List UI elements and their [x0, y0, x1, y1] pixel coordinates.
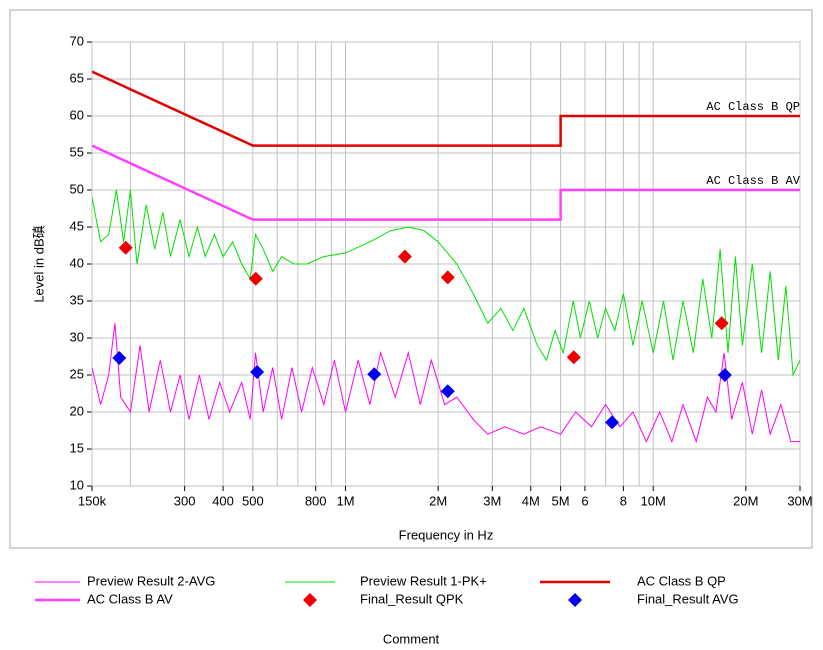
limit-label: AC Class B QP [706, 100, 800, 114]
y-tick-label: 30 [70, 329, 84, 344]
x-tick-label: 6 [581, 493, 588, 508]
y-tick-label: 45 [70, 218, 84, 233]
x-tick-label: 150k [78, 493, 107, 508]
x-tick-label: 30M [787, 493, 812, 508]
marker [248, 271, 263, 286]
legend-symbol [568, 593, 582, 607]
y-tick-label: 50 [70, 181, 84, 196]
x-tick-label: 800 [305, 493, 327, 508]
y-axis-label: Level in dB磌 [31, 225, 46, 302]
marker [440, 270, 455, 285]
comment: Comment [383, 631, 440, 646]
y-tick-label: 10 [70, 477, 84, 492]
x-tick-label: 1M [336, 493, 354, 508]
y-tick-label: 70 [70, 33, 84, 48]
marker [717, 368, 732, 382]
y-tick-label: 40 [70, 255, 84, 270]
marker [112, 350, 127, 365]
y-tick-label: 25 [70, 366, 84, 381]
y-tick-label: 20 [70, 403, 84, 418]
x-tick-label: 2M [429, 493, 447, 508]
marker [367, 367, 382, 382]
chart-frame [9, 9, 813, 549]
y-tick-label: 60 [70, 107, 84, 122]
x-tick-label: 4M [522, 493, 540, 508]
trace [92, 189, 800, 377]
y-tick-label: 35 [70, 292, 84, 307]
marker [250, 365, 265, 380]
marker [605, 415, 620, 430]
x-tick-label: 10M [641, 493, 666, 508]
trace [92, 70, 800, 147]
limit-label: AC Class B AV [706, 174, 800, 188]
y-tick-label: 55 [70, 144, 84, 159]
marker [566, 350, 581, 365]
legend-label: AC Class B AV [87, 591, 173, 606]
legend-label: AC Class B QP [637, 573, 726, 588]
x-tick-label: 8 [620, 493, 627, 508]
x-tick-label: 20M [733, 493, 758, 508]
x-tick-label: 3M [483, 493, 501, 508]
x-tick-label: 500 [242, 493, 264, 508]
legend-label: Preview Result 2-AVG [87, 573, 215, 588]
x-tick-label: 5M [552, 493, 570, 508]
marker [714, 316, 729, 331]
x-tick-label: 300 [174, 493, 196, 508]
marker [118, 240, 133, 255]
marker [440, 384, 455, 399]
y-tick-label: 65 [70, 70, 84, 85]
marker [397, 249, 412, 264]
x-axis-label: Frequency in Hz [399, 527, 494, 542]
legend-label: Final_Result AVG [637, 591, 739, 606]
legend-symbol [303, 593, 317, 607]
x-tick-label: 400 [212, 493, 234, 508]
trace [92, 323, 800, 444]
trace [92, 144, 800, 221]
y-tick-label: 15 [70, 440, 84, 455]
legend-label: Final_Result QPK [360, 591, 464, 606]
legend-label: Preview Result 1-PK+ [360, 573, 487, 588]
